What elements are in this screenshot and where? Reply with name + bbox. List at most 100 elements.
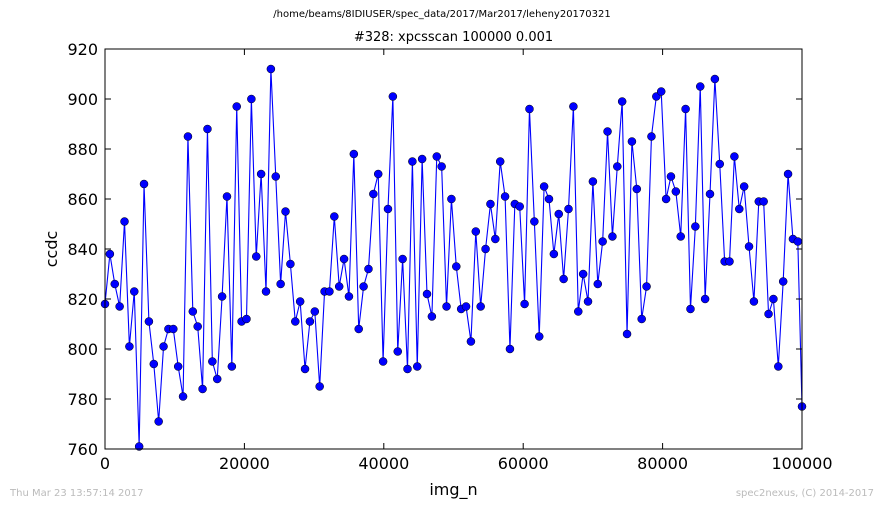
- data-point: [578, 269, 588, 279]
- data-point: [271, 172, 281, 181]
- data-point: [266, 64, 276, 74]
- data-point: [203, 124, 212, 134]
- data-point: [637, 314, 646, 324]
- data-point: [188, 307, 198, 316]
- data-point: [300, 364, 310, 374]
- data-point: [520, 299, 529, 309]
- data-point: [139, 179, 149, 189]
- data-point: [686, 304, 695, 314]
- data-point: [286, 259, 295, 269]
- data-point: [461, 302, 471, 311]
- data-point: [539, 182, 549, 191]
- y-tick-label: 780: [67, 390, 98, 409]
- data-point: [691, 222, 700, 231]
- data-point: [710, 74, 720, 84]
- data-point: [369, 189, 378, 199]
- data-point: [344, 292, 354, 301]
- chart-title: #328: xpcsscan 100000 0.001: [353, 30, 554, 45]
- data-point: [642, 282, 651, 291]
- data-point: [671, 187, 681, 196]
- data-point: [778, 277, 788, 286]
- series-line: [104, 68, 803, 447]
- data-point: [764, 309, 773, 319]
- data-point: [422, 289, 432, 299]
- data-point: [349, 149, 359, 159]
- data-point: [173, 362, 183, 371]
- data-point: [183, 132, 193, 141]
- data-point: [227, 362, 237, 371]
- data-point: [413, 362, 422, 371]
- data-point: [247, 94, 256, 104]
- data-point: [217, 292, 227, 301]
- data-point: [705, 189, 715, 199]
- axes: 0 20000 40000 60000 80000 100000 760 780 800 820 8…: [67, 40, 832, 473]
- y-tick-label: 900: [67, 90, 98, 109]
- x-tick-label: 100000: [771, 454, 832, 473]
- data-point: [178, 392, 188, 401]
- data-point: [339, 254, 349, 264]
- data-point: [681, 104, 690, 114]
- data-point: [354, 324, 363, 334]
- data-point: [525, 104, 534, 114]
- data-point: [725, 257, 734, 266]
- data-point: [432, 152, 442, 161]
- y-tick-label: 820: [67, 290, 98, 309]
- data-point: [656, 87, 666, 96]
- data-point: [666, 172, 676, 181]
- data-point: [276, 279, 285, 289]
- data-point: [125, 342, 134, 351]
- data-point: [281, 207, 290, 216]
- data-point: [676, 232, 685, 241]
- data-point: [383, 204, 393, 214]
- y-tick-label: 840: [67, 240, 98, 259]
- data-point: [481, 244, 490, 254]
- x-tick-label: 0: [100, 454, 110, 473]
- data-point: [564, 204, 573, 214]
- data-point: [515, 202, 524, 211]
- data-point: [256, 169, 266, 179]
- data-point: [769, 294, 778, 304]
- data-point: [583, 297, 593, 306]
- data-point: [154, 417, 163, 426]
- data-point: [774, 362, 783, 371]
- data-point: [159, 342, 168, 351]
- data-point: [793, 237, 803, 246]
- y-tick-label: 800: [67, 340, 98, 359]
- x-tick-label: 80000: [637, 454, 688, 473]
- data-point: [305, 317, 315, 326]
- data-point: [491, 234, 500, 244]
- data-point: [617, 97, 627, 106]
- footer-copyright: spec2nexus, (C) 2014-2017: [735, 488, 874, 499]
- data-point: [554, 209, 563, 219]
- data-point: [315, 382, 324, 391]
- data-point: [212, 374, 222, 384]
- x-tick-label: 60000: [498, 454, 549, 473]
- data-point: [442, 302, 451, 311]
- data-point: [427, 312, 437, 321]
- y-tick-label: 860: [67, 190, 98, 209]
- data-point: [608, 232, 617, 241]
- data-point: [759, 197, 768, 206]
- data-point: [252, 252, 261, 261]
- data-point: [232, 102, 241, 111]
- data-point: [110, 279, 120, 289]
- x-tick-label: 20000: [219, 454, 270, 473]
- data-point: [325, 287, 334, 296]
- data-point: [559, 274, 568, 284]
- data-point: [222, 192, 232, 201]
- x-axis-label: img_n: [429, 480, 477, 500]
- data-point: [783, 169, 793, 179]
- data-point: [598, 237, 607, 246]
- data-point: [471, 227, 481, 236]
- data-point: [378, 357, 388, 366]
- data-point: [295, 297, 305, 306]
- plot-area: [100, 64, 807, 451]
- data-point: [120, 217, 129, 226]
- data-point: [574, 307, 583, 316]
- data-point: [242, 314, 251, 324]
- data-point: [208, 357, 217, 366]
- data-point: [373, 169, 383, 179]
- data-point: [452, 262, 461, 271]
- data-point: [398, 254, 407, 264]
